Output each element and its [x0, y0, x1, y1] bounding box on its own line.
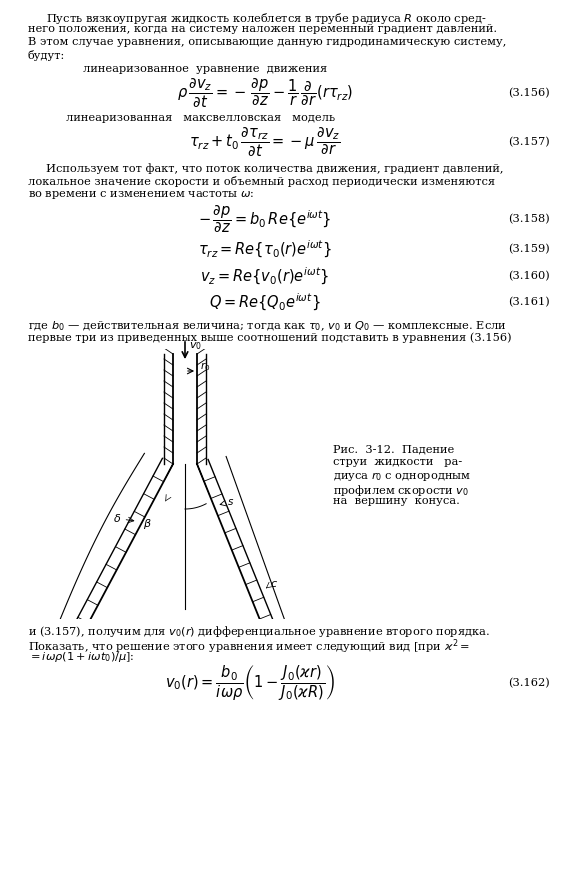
Text: линеаризованная   максвелловская   модель: линеаризованная максвелловская модель	[66, 113, 335, 123]
Text: (3.160): (3.160)	[508, 271, 550, 282]
Text: (3.159): (3.159)	[508, 244, 550, 254]
Text: $v_0$: $v_0$	[189, 340, 202, 352]
Text: $Q = Re\left\{Q_0 e^{i\omega t}\right\}$: $Q = Re\left\{Q_0 e^{i\omega t}\right\}$	[209, 291, 321, 313]
Text: (3.158): (3.158)	[508, 214, 550, 224]
Text: (3.157): (3.157)	[508, 136, 550, 147]
Text: Рис.  3-12.  Падение: Рис. 3-12. Падение	[333, 444, 454, 454]
Text: линеаризованное  уравнение  движения: линеаризованное уравнение движения	[83, 64, 327, 74]
Text: Используем тот факт, что поток количества движения, градиент давлений,: Используем тот факт, что поток количеств…	[28, 163, 503, 174]
Text: $v_0\left(r\right) = \dfrac{b_0}{i\omega\rho}\left(1 - \dfrac{J_0\left(\varkappa: $v_0\left(r\right) = \dfrac{b_0}{i\omega…	[165, 664, 335, 702]
Text: локальное значение скорости и объемный расход периодически изменяются: локальное значение скорости и объемный р…	[28, 176, 495, 187]
Text: диуса $r_0$ с однородным: диуса $r_0$ с однородным	[333, 470, 471, 483]
Text: Показать, что решение этого уравнения имеет следующий вид [при $\varkappa^2 =$: Показать, что решение этого уравнения им…	[28, 637, 470, 655]
Text: $v_z = Re\left\{v_0\left(r\right)e^{i\omega t}\right\}$: $v_z = Re\left\{v_0\left(r\right)e^{i\om…	[200, 265, 329, 287]
Text: $\tau_{rz} = Re\left\{\tau_0\left(r\right)e^{i\omega t}\right\}$: $\tau_{rz} = Re\left\{\tau_0\left(r\righ…	[198, 238, 332, 260]
Text: профилем скорости $v_0$: профилем скорости $v_0$	[333, 483, 469, 498]
Text: во времени с изменением частоты $\omega$:: во времени с изменением частоты $\omega$…	[28, 189, 255, 201]
Text: $\rho\,\dfrac{\partial v_z}{\partial t} = -\,\dfrac{\partial p}{\partial z} - \d: $\rho\,\dfrac{\partial v_z}{\partial t} …	[177, 76, 353, 109]
Text: $\beta$: $\beta$	[143, 517, 152, 531]
Text: будут:: будут:	[28, 50, 65, 61]
Text: (3.161): (3.161)	[508, 297, 550, 307]
Text: $\tau_{rz} + t_0\,\dfrac{\partial\tau_{rz}}{\partial t} = -\mu\,\dfrac{\partial : $\tau_{rz} + t_0\,\dfrac{\partial\tau_{r…	[189, 125, 341, 159]
Text: $s$: $s$	[227, 497, 234, 507]
Text: $\delta$: $\delta$	[114, 513, 122, 524]
Text: (3.156): (3.156)	[508, 88, 550, 98]
Text: где $b_0$ — действительная величина; тогда как $\tau_0$, $v_0$ и $Q_0$ — комплек: где $b_0$ — действительная величина; тог…	[28, 319, 507, 333]
Text: струи  жидкости   ра-: струи жидкости ра-	[333, 457, 462, 467]
Text: него положения, когда на систему наложен переменный градиент давлений.: него положения, когда на систему наложен…	[28, 24, 497, 34]
Text: В этом случае уравнения, описывающие данную гидродинамическую систему,: В этом случае уравнения, описывающие дан…	[28, 37, 506, 47]
Text: первые три из приведенных выше соотношений подставить в уравнения (3.156): первые три из приведенных выше соотношен…	[28, 332, 511, 342]
Text: (3.162): (3.162)	[508, 678, 550, 688]
Text: $r_0$: $r_0$	[200, 361, 211, 374]
Text: Пусть вязкоупругая жидкость колеблется в трубе радиуса $R$ около сред-: Пусть вязкоупругая жидкость колеблется в…	[28, 11, 487, 26]
Text: и (3.157), получим для $v_0\left(r\right)$ дифференциальное уравнение второго по: и (3.157), получим для $v_0\left(r\right…	[28, 624, 490, 639]
Text: $= i\omega\rho\left(1 + i\omega t_0\right)/\mu$]:: $= i\omega\rho\left(1 + i\omega t_0\righ…	[28, 650, 134, 664]
Text: на  вершину  конуса.: на вершину конуса.	[333, 496, 460, 506]
Text: $-\,\dfrac{\partial p}{\partial z} = b_0\,Re\left\{e^{i\omega t}\right\}$: $-\,\dfrac{\partial p}{\partial z} = b_0…	[198, 203, 332, 235]
Text: $c$: $c$	[270, 579, 278, 589]
